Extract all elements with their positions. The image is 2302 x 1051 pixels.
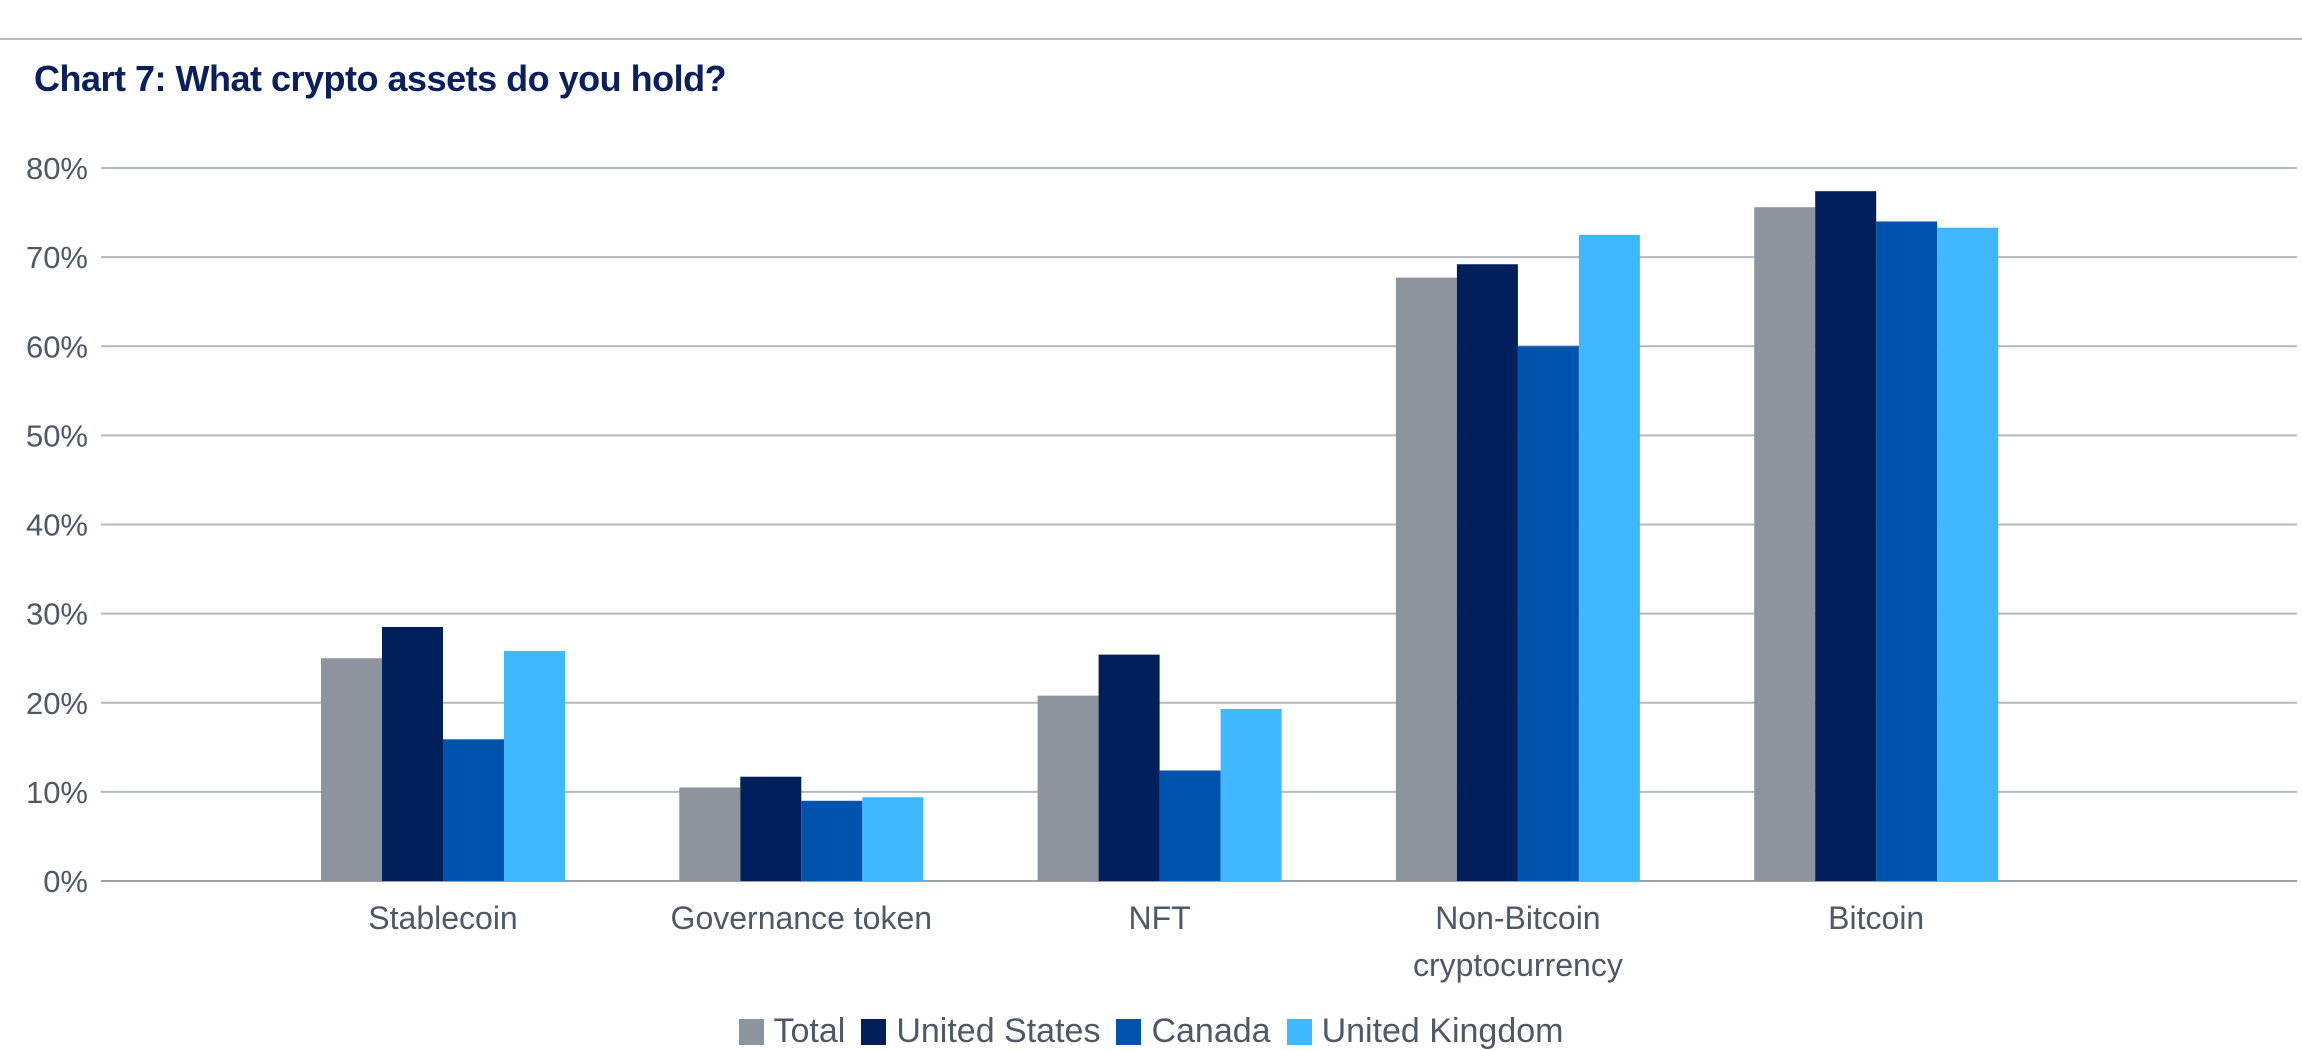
bar-total <box>1754 207 1816 882</box>
y-tick-label: 60% <box>26 329 88 364</box>
chart-title: Chart 7: What crypto assets do you hold? <box>34 58 727 99</box>
bar-total <box>1395 277 1457 881</box>
bar-canada <box>443 739 504 881</box>
x-axis-labels: Stablecoin Governance token NFT Non-Bitcoin… <box>368 900 1924 983</box>
bar-canada <box>1517 346 1579 881</box>
x-tick-label: cryptocurrency <box>1413 947 1623 983</box>
bar-canada <box>1876 221 1938 882</box>
legend-label: Canada <box>1151 1012 1271 1050</box>
legend-label: Total <box>773 1012 846 1050</box>
y-tick-label: 80% <box>26 151 88 186</box>
legend: Total United States Canada United Kingdom <box>0 1012 2302 1051</box>
legend-swatch <box>1286 1018 1312 1045</box>
legend-label: United Kingdom <box>1321 1012 1564 1050</box>
x-tick-label: Non-Bitcoin <box>1435 900 1600 936</box>
bar-united-states <box>1815 191 1877 882</box>
legend-label: United States <box>896 1012 1101 1050</box>
top-rule <box>0 38 2302 40</box>
y-axis-ticks: 0% 10% 20% 30% 40% 50% 60% 70% 80% <box>26 151 88 899</box>
bar-canada <box>1159 770 1221 881</box>
x-tick-label: Bitcoin <box>1828 900 1924 936</box>
y-tick-label: 70% <box>26 240 88 275</box>
x-tick-label: Stablecoin <box>368 900 517 936</box>
bar-united-kingdom <box>504 651 565 881</box>
x-tick-label: Governance token <box>671 900 933 936</box>
legend-item: Total <box>738 1012 846 1051</box>
bar-united-kingdom <box>1220 708 1282 881</box>
legend-swatch <box>861 1018 887 1045</box>
y-tick-label: 20% <box>26 686 88 721</box>
bar-united-kingdom <box>862 797 924 881</box>
bar-united-states <box>1456 264 1518 881</box>
bar-united-states <box>740 776 802 881</box>
y-tick-label: 50% <box>26 418 88 453</box>
bar-total <box>321 658 382 881</box>
bar-united-states <box>382 626 443 881</box>
legend-item: Canada <box>1116 1012 1271 1051</box>
legend-swatch <box>1116 1018 1142 1045</box>
bar-total <box>1037 695 1099 881</box>
bars <box>321 191 1999 882</box>
x-tick-label: NFT <box>1128 900 1190 936</box>
bar-total <box>679 787 741 881</box>
bar-united-kingdom <box>1578 234 1640 881</box>
y-tick-label: 0% <box>43 864 88 899</box>
y-tick-label: 10% <box>26 775 88 810</box>
y-tick-label: 30% <box>26 597 88 632</box>
legend-swatch <box>738 1018 764 1045</box>
y-tick-label: 40% <box>26 508 88 543</box>
legend-item: United Kingdom <box>1286 1012 1564 1051</box>
legend-item: United States <box>861 1012 1100 1051</box>
bar-united-states <box>1098 654 1160 881</box>
bar-canada <box>801 800 863 881</box>
bar-united-kingdom <box>1937 227 1999 881</box>
